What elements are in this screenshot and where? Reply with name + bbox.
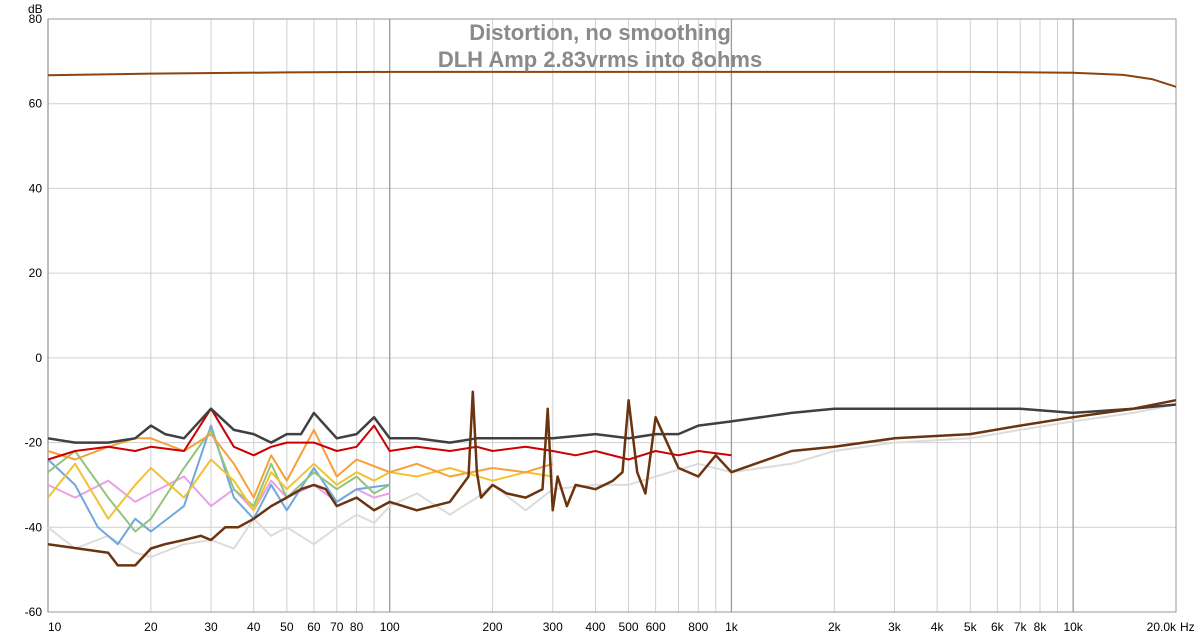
series-line-7 bbox=[47, 428, 553, 499]
x-tick-label: 60 bbox=[307, 620, 321, 634]
y-tick-label: -20 bbox=[25, 436, 43, 450]
y-tick-label: 0 bbox=[35, 351, 42, 365]
x-tick-label: 80 bbox=[350, 620, 364, 634]
x-tick-label: 5k bbox=[964, 620, 978, 634]
y-unit-label: dB bbox=[28, 2, 43, 16]
series-line-5 bbox=[47, 428, 391, 533]
x-tick-label: 30 bbox=[204, 620, 218, 634]
y-tick-label: 20 bbox=[29, 266, 43, 280]
x-tick-label: 70 bbox=[330, 620, 344, 634]
x-tick-label: 400 bbox=[585, 620, 605, 634]
y-tick-labels: -60 -40 -20 0 20 40 60 80 bbox=[25, 12, 43, 619]
x-tick-label: 7k bbox=[1014, 620, 1028, 634]
series-line-6 bbox=[47, 458, 553, 520]
x-tick-label: 10k bbox=[1063, 620, 1083, 634]
x-tick-labels: 10 20 30 40 50 60 70 80 100 200 300 400 500 600 800 1k 2… bbox=[48, 620, 1177, 634]
chart-subtitle: DLH Amp 2.83vrms into 8ohms bbox=[438, 47, 762, 72]
y-tick-label: 40 bbox=[29, 181, 43, 195]
y-tick-label: 60 bbox=[29, 97, 43, 111]
plot-frame bbox=[47, 18, 1177, 613]
x-tick-label: 3k bbox=[888, 620, 902, 634]
x-tick-label: 10 bbox=[48, 620, 62, 634]
x-tick-label: 20.0k bbox=[1147, 620, 1177, 634]
series-line-9 bbox=[47, 403, 1177, 444]
x-tick-label: 800 bbox=[688, 620, 708, 634]
series-line-1 bbox=[47, 70, 1177, 88]
x-tick-label: 200 bbox=[483, 620, 503, 634]
x-tick-label: 300 bbox=[543, 620, 563, 634]
x-tick-label: 1k bbox=[725, 620, 739, 634]
y-tick-label: 80 bbox=[29, 12, 43, 26]
x-tick-label: 8k bbox=[1034, 620, 1048, 634]
x-unit-label: Hz bbox=[1180, 620, 1195, 634]
grid bbox=[47, 18, 1177, 613]
series-line-10 bbox=[47, 390, 1177, 567]
x-tick-label: 500 bbox=[619, 620, 639, 634]
x-tick-label: 20 bbox=[144, 620, 158, 634]
y-tick-label: -60 bbox=[25, 605, 43, 619]
series-layer bbox=[47, 70, 1177, 567]
series-line-2 bbox=[47, 403, 1177, 558]
x-tick-label: 100 bbox=[380, 620, 400, 634]
x-tick-label: 6k bbox=[991, 620, 1005, 634]
x-tick-label: 4k bbox=[931, 620, 945, 634]
x-tick-label: 600 bbox=[646, 620, 666, 634]
x-tick-label: 40 bbox=[247, 620, 261, 634]
series-line-8 bbox=[47, 407, 732, 461]
x-tick-label: 2k bbox=[828, 620, 842, 634]
y-tick-label: -40 bbox=[25, 520, 43, 534]
chart-title: Distortion, no smoothing bbox=[469, 20, 731, 45]
x-tick-label: 50 bbox=[280, 620, 294, 634]
